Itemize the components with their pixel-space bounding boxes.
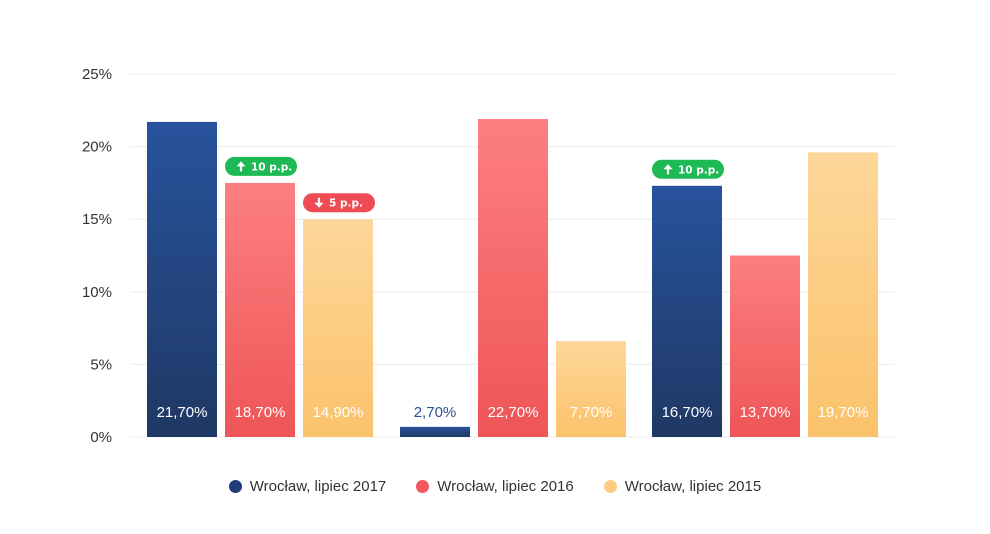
- bar-value-label: 2,70%: [414, 404, 457, 421]
- bars: [147, 119, 878, 438]
- bar[interactable]: [303, 219, 373, 437]
- legend-item-2016[interactable]: Wrocław, lipiec 2016: [416, 478, 574, 495]
- bar[interactable]: [652, 185, 722, 437]
- bar-value-label: 14,90%: [313, 404, 364, 421]
- bar-value-label: 7,70%: [570, 404, 613, 421]
- y-tick-label: 20%: [82, 139, 112, 156]
- bar[interactable]: [147, 121, 217, 437]
- y-tick-label: 0%: [90, 429, 112, 446]
- change-badge: 5 p.p.: [303, 193, 375, 213]
- legend-marker-2016: [416, 480, 430, 493]
- legend: Wrocław, lipiec 2017 Wrocław, lipiec 201…: [0, 478, 990, 495]
- bar[interactable]: [225, 182, 295, 437]
- arrow-down-icon: [314, 197, 324, 208]
- legend-label-2016: Wrocław, lipiec 2016: [437, 478, 574, 495]
- bar-value-label: 19,70%: [818, 404, 869, 421]
- bar-value-label: 18,70%: [235, 404, 286, 421]
- change-badge-label: 10 p.p.: [251, 161, 292, 173]
- bar[interactable]: [730, 255, 800, 438]
- change-badges: 10 p.p. 5 p.p. 10 p.p.: [225, 156, 724, 213]
- legend-label-2017: Wrocław, lipiec 2017: [249, 478, 387, 495]
- legend-label-2015: Wrocław, lipiec 2015: [624, 478, 762, 495]
- bar[interactable]: [478, 119, 548, 438]
- bar[interactable]: [808, 152, 878, 437]
- legend-item-2017[interactable]: Wrocław, lipiec 2017: [228, 478, 387, 495]
- arrow-up-icon: [663, 164, 673, 175]
- bar-value-labels: 21,70% 2,70% 16,70% 18,70% 22,70% 13,70% 14,90…: [157, 404, 869, 421]
- change-badge-label: 10 p.p.: [678, 164, 719, 176]
- y-tick-label: 10%: [82, 284, 112, 301]
- change-badge: 10 p.p.: [225, 156, 297, 176]
- arrow-up-icon: [236, 161, 246, 172]
- bar-value-label: 16,70%: [662, 404, 713, 421]
- legend-marker-2015: [603, 480, 617, 493]
- legend-item-2015[interactable]: Wrocław, lipiec 2015: [603, 478, 762, 495]
- y-tick-label: 15%: [82, 211, 112, 228]
- bar-value-label: 13,70%: [740, 404, 791, 421]
- change-badge-label: 5 p.p.: [329, 198, 363, 210]
- change-badge: 10 p.p.: [652, 159, 724, 179]
- y-axis-ticks: 0% 5% 10% 15% 20% 25%: [82, 66, 112, 446]
- y-tick-label: 5%: [90, 356, 112, 373]
- y-tick-label: 25%: [82, 66, 112, 83]
- bar-chart: 0% 5% 10% 15% 20% 25% 21,70% 2,70% 16,70% 18,70%…: [82, 66, 895, 446]
- bar-value-label: 21,70%: [157, 404, 208, 421]
- bar[interactable]: [556, 341, 626, 437]
- bar[interactable]: [400, 426, 470, 437]
- legend-marker-2017: [228, 480, 242, 493]
- bar-value-label: 22,70%: [488, 404, 539, 421]
